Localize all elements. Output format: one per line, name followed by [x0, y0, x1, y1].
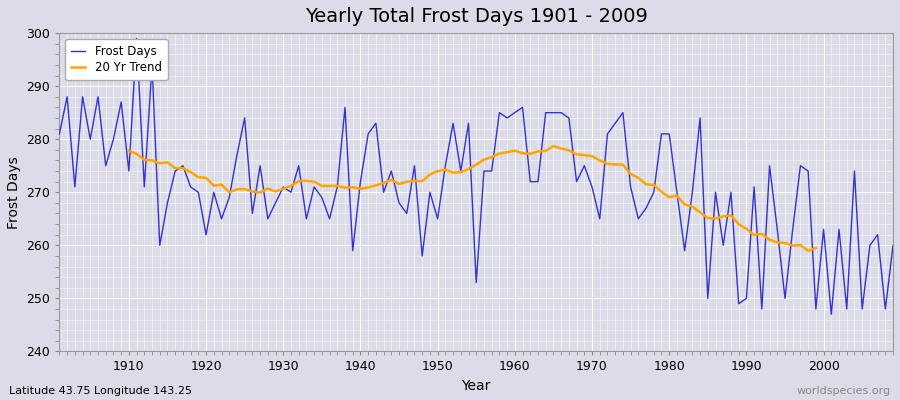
Y-axis label: Frost Days: Frost Days [7, 156, 21, 229]
Line: 20 Yr Trend: 20 Yr Trend [129, 146, 816, 251]
20 Yr Trend [788, 243, 798, 248]
20 Yr Trend [123, 148, 134, 153]
Legend: Frost Days, 20 Yr Trend: Frost Days, 20 Yr Trend [66, 39, 167, 80]
20 Yr Trend [718, 214, 729, 219]
20 Yr Trend [610, 162, 621, 167]
Frost Days [887, 243, 898, 248]
Title: Yearly Total Frost Days 1901 - 2009: Yearly Total Frost Days 1901 - 2009 [305, 7, 648, 26]
Line: Frost Days: Frost Days [59, 38, 893, 314]
20 Yr Trend [216, 182, 227, 187]
20 Yr Trend [332, 184, 343, 188]
20 Yr Trend [811, 246, 822, 250]
Frost Days [293, 163, 304, 168]
Frost Days [610, 121, 621, 126]
X-axis label: Year: Year [462, 379, 490, 393]
Frost Days [518, 105, 528, 110]
20 Yr Trend [803, 248, 814, 253]
Text: worldspecies.org: worldspecies.org [796, 386, 891, 396]
Text: Latitude 43.75 Longitude 143.25: Latitude 43.75 Longitude 143.25 [9, 386, 192, 396]
Frost Days [339, 105, 350, 110]
Frost Days [509, 110, 520, 115]
Frost Days [131, 36, 142, 41]
Frost Days [54, 132, 65, 136]
Frost Days [116, 100, 127, 104]
20 Yr Trend [702, 216, 713, 220]
Frost Days [826, 312, 837, 317]
20 Yr Trend [548, 144, 559, 148]
